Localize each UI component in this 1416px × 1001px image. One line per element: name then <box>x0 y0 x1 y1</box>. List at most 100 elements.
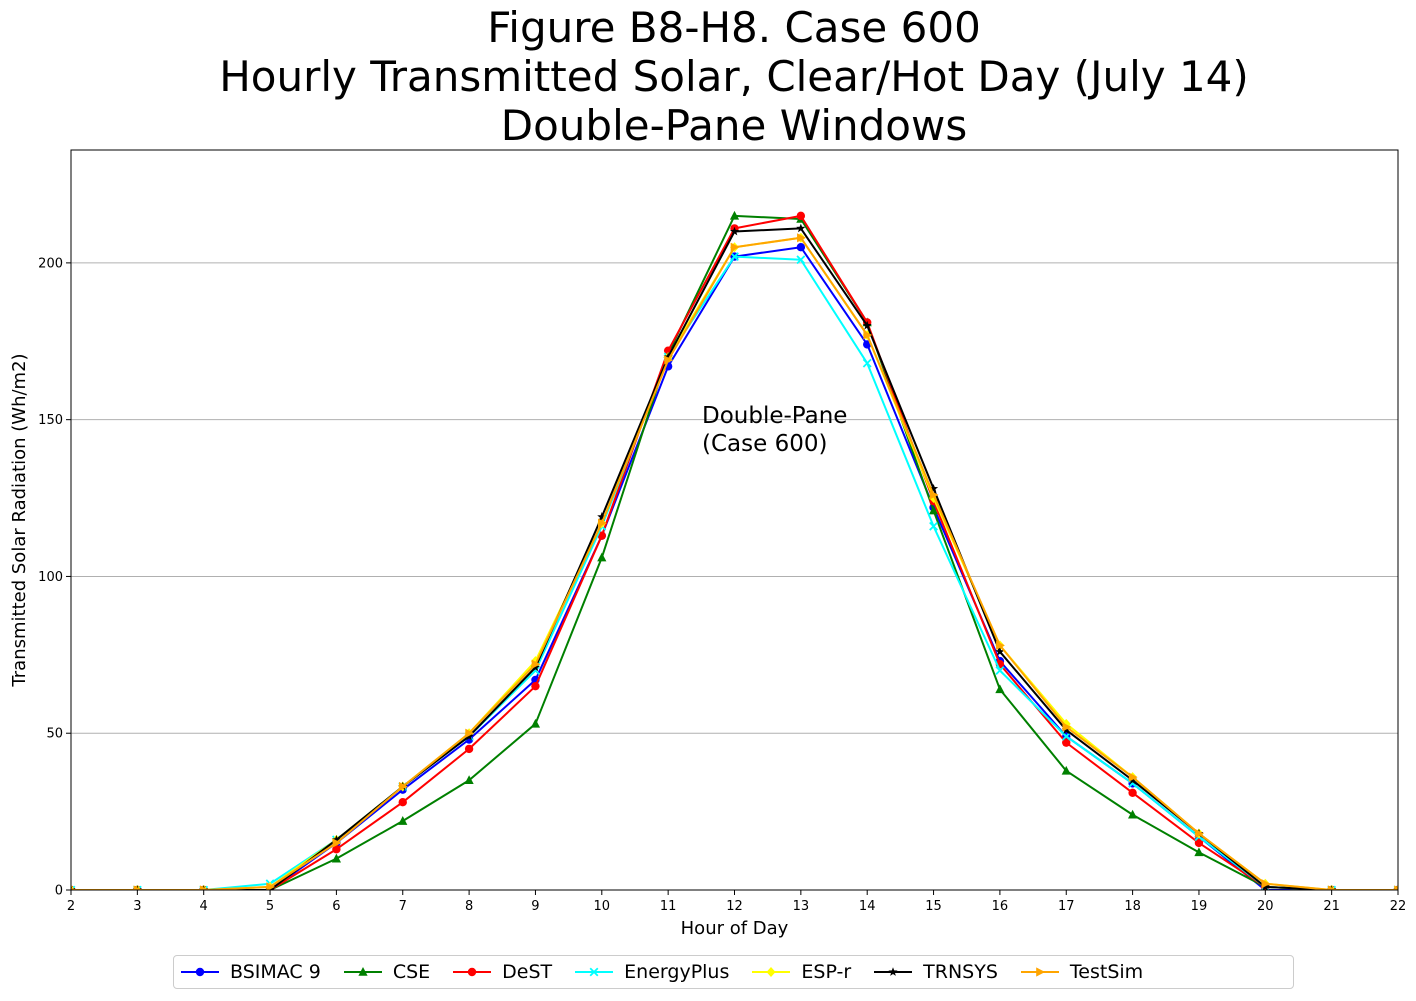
data-point <box>796 223 806 233</box>
legend-item: CSE <box>343 961 430 983</box>
series-line <box>71 236 1398 890</box>
data-point <box>1194 838 1204 848</box>
legend-item: DeST <box>452 961 552 983</box>
data-point <box>1394 885 1398 890</box>
chart-legend: BSIMAC 9 CSE DeST EnergyPlus ESP-r TRNSYS Test… <box>173 955 1294 989</box>
x-tick-label: 18 <box>1124 899 1141 914</box>
x-tick-label: 22 <box>1390 899 1407 914</box>
data-point <box>266 882 276 890</box>
data-point <box>1061 725 1071 734</box>
plot-frame <box>70 149 1399 891</box>
chart-annotation: Double-Pane (Case 600) <box>702 403 847 457</box>
x-axis-label: Hour of Day <box>681 918 789 939</box>
x-tick-label: 19 <box>1191 899 1208 914</box>
series-trnsys <box>71 223 1398 890</box>
legend-swatch <box>343 967 382 976</box>
legend-marker <box>589 967 599 977</box>
data-point <box>797 233 806 243</box>
y-tick-label: 150 <box>38 413 63 428</box>
data-point <box>995 666 1005 675</box>
data-point <box>464 775 474 785</box>
chart-title-line-2: Hourly Transmitted Solar, Clear/Hot Day … <box>219 52 1249 101</box>
legend-label: ESP-r <box>801 961 852 983</box>
data-point <box>398 781 408 792</box>
data-point <box>398 816 408 825</box>
data-point <box>531 681 540 691</box>
data-point <box>464 744 474 754</box>
data-point <box>398 798 407 807</box>
data-point <box>664 355 674 365</box>
y-tick-label: 100 <box>38 570 63 585</box>
chart-title-line-3: Double-Pane Windows <box>500 101 968 150</box>
x-tick-label: 3 <box>133 899 141 914</box>
x-tick-label: 20 <box>1257 899 1274 914</box>
series-dest <box>71 211 1398 890</box>
legend-marker <box>195 967 205 977</box>
data-point <box>729 226 740 236</box>
x-tick-label: 9 <box>531 899 539 914</box>
legend-label: CSE <box>392 961 431 983</box>
legend-swatch <box>874 967 913 976</box>
data-point <box>796 211 806 221</box>
data-point <box>1195 828 1204 839</box>
data-point <box>597 531 606 540</box>
data-point <box>996 640 1005 651</box>
x-tick-label: 7 <box>399 899 407 914</box>
data-point <box>531 659 541 669</box>
series-line <box>71 255 1398 890</box>
series-line <box>71 227 1398 890</box>
data-point <box>663 352 673 361</box>
x-tick-label: 6 <box>332 899 340 914</box>
series-bsimac-9 <box>71 243 1398 890</box>
x-tick-label: 5 <box>266 899 274 914</box>
x-tick-label: 4 <box>200 899 208 914</box>
legend-swatch <box>181 967 219 977</box>
data-point <box>928 483 939 493</box>
data-point <box>929 521 938 531</box>
series-line <box>71 246 1398 890</box>
x-tick-label: 16 <box>992 899 1009 914</box>
legend-label: TestSim <box>1069 961 1144 983</box>
x-tick-label: 13 <box>793 899 810 914</box>
data-point <box>928 505 939 515</box>
legend-label: BSIMAC 9 <box>230 961 321 983</box>
y-tick-label: 50 <box>46 727 63 742</box>
data-point <box>929 490 939 500</box>
data-point <box>796 255 806 265</box>
y-tick-label: 200 <box>38 256 63 271</box>
x-tick-label: 8 <box>465 899 473 914</box>
legend-label: DeST <box>502 961 553 983</box>
data-point <box>1128 775 1138 785</box>
legend-marker <box>1036 967 1045 977</box>
data-point <box>1261 879 1271 889</box>
data-point <box>729 210 740 220</box>
x-tick-label: 21 <box>1323 899 1340 914</box>
series-line <box>71 214 1398 890</box>
annotation-line: (Case 600) <box>702 431 827 457</box>
data-point <box>995 684 1005 694</box>
data-point <box>1128 772 1138 782</box>
data-point <box>796 243 806 252</box>
y-tick-label: 0 <box>55 884 63 899</box>
data-point <box>464 731 474 741</box>
data-point <box>1061 765 1071 775</box>
data-point <box>1128 809 1138 819</box>
data-point <box>530 718 541 728</box>
data-point <box>862 320 872 330</box>
data-point <box>331 853 341 863</box>
chart-title-line-1: Figure B8-H8. Case 600 <box>487 3 981 52</box>
legend-marker <box>467 967 477 977</box>
legend-item: TRNSYS <box>873 961 998 983</box>
legend-item: TestSim <box>1020 961 1143 983</box>
data-point <box>1062 738 1071 747</box>
data-point <box>71 887 76 890</box>
annotation-line: Double-Pane <box>702 403 847 429</box>
x-tick-label: 14 <box>859 899 876 914</box>
series-testsim <box>71 233 1398 890</box>
series-cse <box>71 210 1398 890</box>
series-esp-r <box>71 232 1398 890</box>
data-point <box>863 330 873 340</box>
legend-swatch <box>453 967 492 977</box>
legend-swatch <box>575 967 614 977</box>
data-point <box>332 838 342 848</box>
